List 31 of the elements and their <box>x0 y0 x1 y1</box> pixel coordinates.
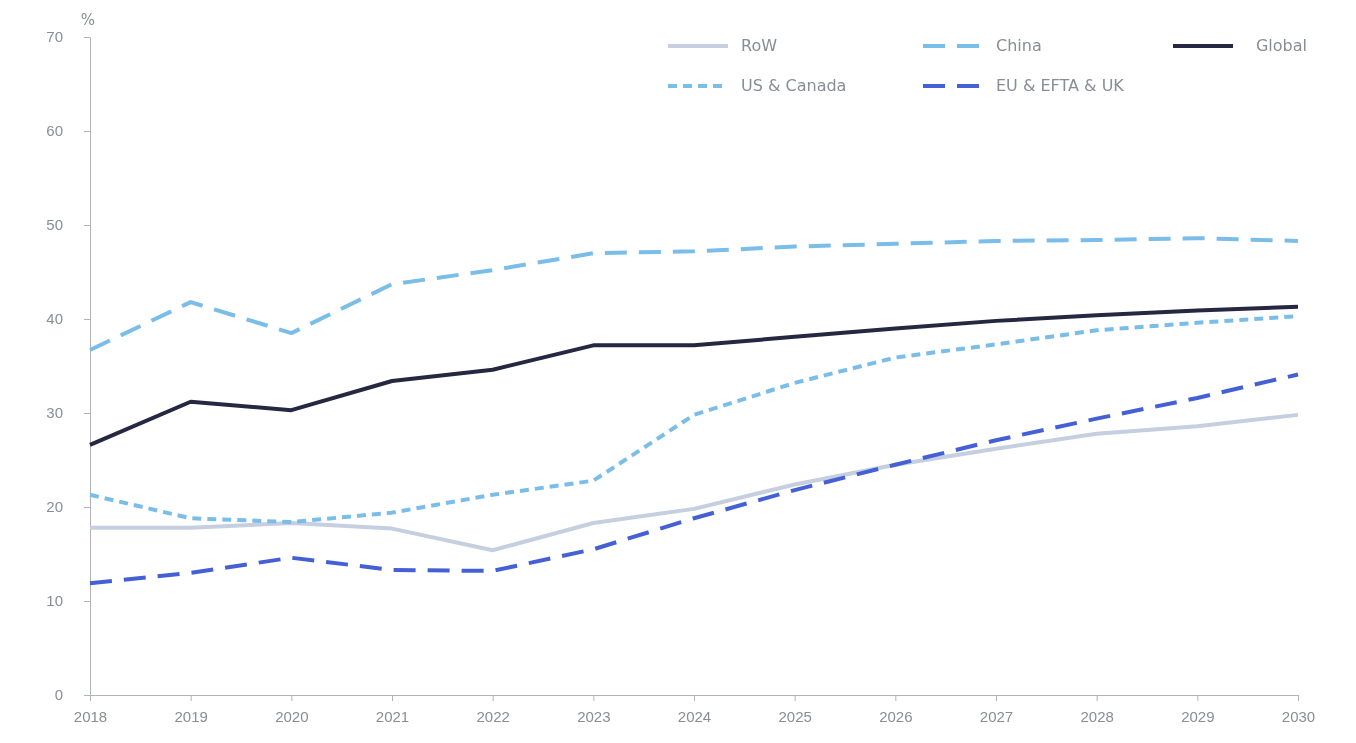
x-tick-label: 2019 <box>174 708 208 725</box>
x-tick-label: 2021 <box>375 708 410 725</box>
y-tick-label: 60 <box>46 122 63 140</box>
x-tick-label: 2030 <box>1281 708 1316 725</box>
y-tick-label: 70 <box>46 28 63 46</box>
y-tick-label: 20 <box>46 498 63 516</box>
legend-label: EU & EFTA & UK <box>996 76 1125 95</box>
legend-label: US & Canada <box>741 76 847 95</box>
legend-label: Global <box>1255 36 1307 55</box>
line-series <box>88 412 1300 553</box>
x-tick-label: 2027 <box>979 708 1014 725</box>
line-series <box>88 304 1300 447</box>
x-tick-label: 2018 <box>73 708 108 725</box>
x-tick-label: 2026 <box>879 708 913 725</box>
legend-label: RoW <box>741 36 778 55</box>
x-tick-label: 2023 <box>577 708 611 725</box>
x-tick-label: 2022 <box>476 708 510 725</box>
legend-label: China <box>996 36 1042 55</box>
x-tick-label: 2020 <box>275 708 309 725</box>
y-axis-title: % <box>80 11 96 29</box>
x-tick-label: 2029 <box>1181 708 1215 725</box>
y-tick-label: 30 <box>46 404 63 422</box>
x-tick-label: 2024 <box>677 708 712 725</box>
y-tick-label: 40 <box>46 310 63 328</box>
line-series <box>88 372 1300 586</box>
y-tick-label: 50 <box>46 216 63 234</box>
x-tick-label: 2025 <box>778 708 812 725</box>
y-tick-label: 0 <box>54 686 63 704</box>
line-series <box>88 236 1300 353</box>
x-tick-label: 2028 <box>1080 708 1114 725</box>
y-tick-label: 10 <box>46 592 63 610</box>
